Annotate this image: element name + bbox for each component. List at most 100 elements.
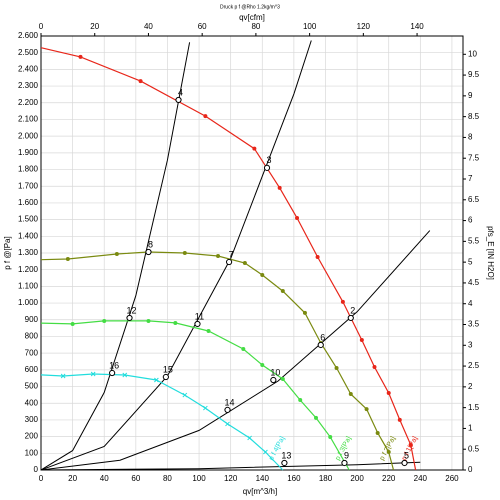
y-tick-label: 1.000 [18,298,39,307]
x-axis-label: qv[m^3/h] [243,487,277,496]
operating-point-label: 5 [404,450,409,460]
plot-frame [40,35,464,471]
x-tick-label: 160 [287,474,301,483]
operating-point [126,314,133,322]
marker [90,371,96,377]
marker [386,449,391,454]
marker [60,373,66,379]
y-tick-label: 1.200 [18,265,39,274]
x2-tick-label: 120 [357,22,371,31]
x-tick-label: 120 [224,474,238,483]
y-tick-label: 800 [25,332,39,341]
marker [173,320,178,325]
operating-point-label: 11 [195,311,204,321]
y2-tick-label: 3.5 [468,320,480,329]
y2-tick-label: 1.5 [468,403,480,412]
operating-point [341,459,348,467]
y-tick-label: 0 [34,465,39,474]
marker [260,273,265,278]
marker [182,392,188,398]
x2-tick-label: 100 [303,22,317,31]
y-tick-label: 2.300 [18,81,39,90]
x-tick-label: 0 [39,474,44,483]
y-tick-label: 100 [25,448,39,457]
operating-point-label: 15 [163,364,173,374]
operating-point [162,373,169,381]
operating-point-label: 2 [350,305,355,315]
y-tick-label: 600 [25,365,39,374]
marker [65,257,70,262]
y-tick-label: 500 [25,382,39,391]
system-curve [41,40,312,470]
y2-tick-label: 6 [468,216,473,225]
y2-tick-label: 0.5 [468,444,480,453]
marker [277,185,282,190]
marker [372,365,377,370]
operating-point-label: 16 [109,360,119,370]
operating-point-label: 8 [148,239,153,249]
operating-point [145,248,152,256]
y-tick-label: 2.000 [18,131,39,140]
marker [241,346,246,351]
y-tick-label: 1.100 [18,281,39,290]
operating-point [317,341,324,349]
x-tick-label: 20 [68,474,77,483]
marker [182,251,187,255]
y-tick-label: 900 [25,315,39,324]
y-tick-label: 2.500 [18,48,39,57]
x-tick-label: 100 [192,474,206,483]
marker [295,215,300,220]
marker [216,254,221,259]
y2-tick-label: 7 [468,174,473,183]
marker [280,289,285,294]
operating-point-label: 3 [267,155,272,165]
x2-tick-label: 80 [251,22,260,31]
operating-point-label: 12 [127,305,137,315]
marker [298,398,303,403]
y-tick-label: 1.300 [18,248,39,257]
marker [122,372,128,378]
y2-tick-label: 10 [468,49,477,58]
y2-tick-label: 5.5 [468,236,480,245]
x-tick-label: 200 [350,474,364,483]
operating-point [270,376,277,384]
marker [138,79,143,84]
operating-point-label: 9 [344,450,349,460]
marker [364,407,369,412]
x-tick-label: 180 [319,474,333,483]
marker [328,434,333,439]
y-tick-label: 1.600 [18,198,39,207]
marker [247,435,252,441]
x-tick-label: 60 [131,474,140,483]
y-tick-label: 400 [25,398,39,407]
marker [408,442,413,447]
series-line [40,373,284,471]
operating-point [347,314,354,322]
x-tick-label: 260 [445,474,459,483]
chart-title: Druck p f @Rho 1.2kg/m^3 [220,4,280,10]
y-tick-label: 2.600 [18,31,39,40]
marker [334,366,339,371]
marker [146,318,151,323]
y2-tick-label: 2 [468,382,473,391]
y2-tick-label: 8 [468,133,473,142]
y-tick-label: 1.500 [18,215,39,224]
y2-tick-label: 3 [468,340,473,349]
y-tick-label: 1.400 [18,231,39,240]
x2-tick-label: 40 [144,22,153,31]
marker [263,449,268,455]
marker [375,430,380,435]
x2-tick-label: 0 [39,22,44,31]
marker [397,417,402,422]
series-line [40,251,395,471]
y-tick-label: 300 [25,415,39,424]
operating-point-label: 10 [270,367,280,377]
y-tick-label: 1.900 [18,148,39,157]
marker [102,318,107,323]
operating-point-label: 14 [224,397,234,407]
x2-tick-label: 140 [410,22,424,31]
y2-tick-label: 4.5 [468,278,480,287]
y-axis-label: p f @[Pa] [3,236,12,269]
marker [252,146,257,151]
y2-tick-label: 6.5 [468,195,480,204]
